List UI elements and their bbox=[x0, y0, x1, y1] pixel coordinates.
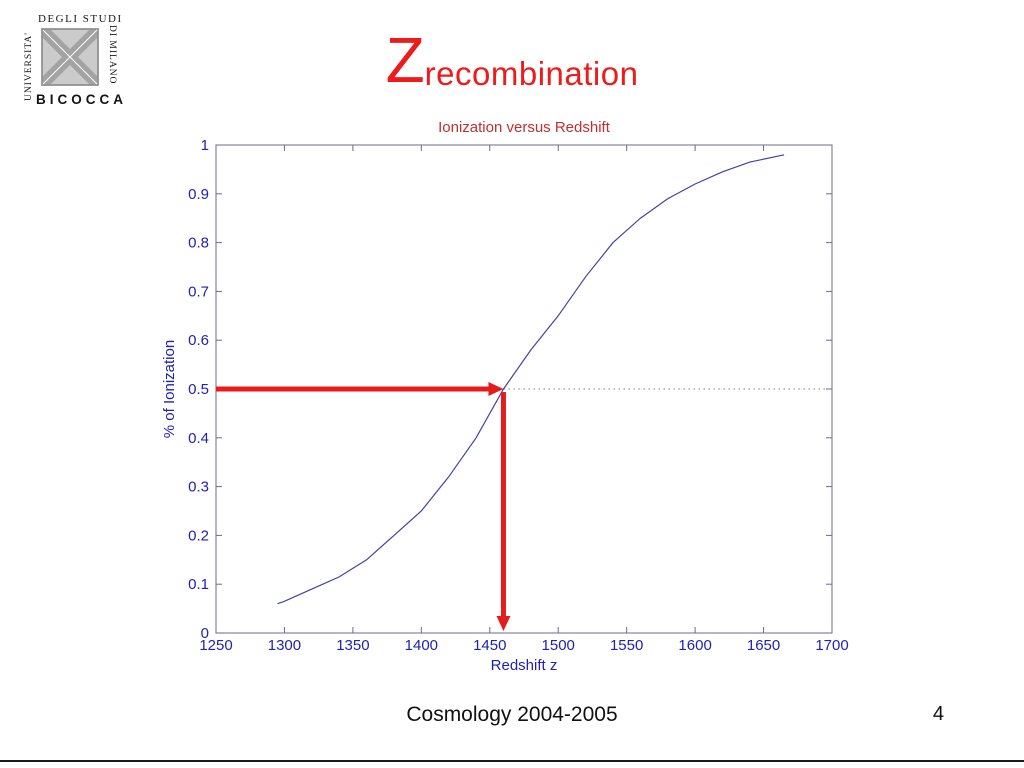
y-tick-label: 0.9 bbox=[188, 186, 209, 203]
university-logo: UNIVERSITA' DEGLI STUDI DI MILANO BICOCC… bbox=[24, 13, 123, 107]
x-axis-label: Redshift z bbox=[491, 657, 558, 674]
x-tick-label: 1600 bbox=[678, 637, 711, 654]
chart-title: Ionization versus Redshift bbox=[438, 119, 611, 136]
x-tick-label: 1400 bbox=[405, 637, 438, 654]
footer-page-number: 4 bbox=[932, 703, 944, 725]
x-tick-label: 1450 bbox=[473, 637, 506, 654]
logo-text-bicocca: BICOCCA bbox=[36, 92, 127, 107]
x-tick-label: 1250 bbox=[199, 637, 232, 654]
x-tick-label: 1300 bbox=[268, 637, 301, 654]
logo-text-di-milano: DI MILANO bbox=[107, 25, 117, 85]
x-tick-label: 1550 bbox=[610, 637, 643, 654]
y-tick-label: 0.3 bbox=[188, 479, 209, 496]
page-title: Zrecombination bbox=[0, 28, 1024, 92]
y-tick-label: 0.6 bbox=[188, 332, 209, 349]
title-subscript: recombination bbox=[424, 55, 639, 92]
y-tick-label: 1 bbox=[201, 137, 209, 154]
ionization-vs-redshift-plot: 1250 1300 1350 1400 1450 1500 1550 1600 1650 1700… bbox=[161, 119, 849, 674]
x-tick-label: 1650 bbox=[747, 637, 780, 654]
x-tick-label: 1500 bbox=[542, 637, 575, 654]
horizontal-arrowhead bbox=[488, 382, 504, 396]
y-tick-label: 0.5 bbox=[188, 381, 209, 398]
y-tick-label: 0.8 bbox=[188, 235, 209, 252]
ionization-curve bbox=[277, 154, 785, 605]
title-base: Z bbox=[385, 24, 425, 96]
logo-text-degli-studi: DEGLI STUDI bbox=[38, 13, 123, 25]
y-tick-label: 0.1 bbox=[188, 576, 209, 593]
y-tick-label: 0.7 bbox=[188, 283, 209, 300]
vertical-arrowhead bbox=[496, 616, 511, 631]
y-axis-label: % of Ionization bbox=[161, 340, 178, 438]
y-tick-label: 0 bbox=[201, 625, 209, 642]
bicocca-emblem-icon bbox=[41, 28, 99, 86]
ionization-chart: 1250 1300 1350 1400 1450 1500 1550 1600 1650 1700… bbox=[150, 115, 870, 685]
y-tick-label: 0.4 bbox=[188, 430, 209, 447]
y-tick-label: 0.2 bbox=[188, 527, 209, 544]
x-tick-label: 1700 bbox=[815, 637, 848, 654]
footer-course-label: Cosmology 2004-2005 bbox=[406, 703, 618, 726]
x-tick-label: 1350 bbox=[336, 637, 369, 654]
bottom-rule bbox=[0, 760, 1024, 762]
